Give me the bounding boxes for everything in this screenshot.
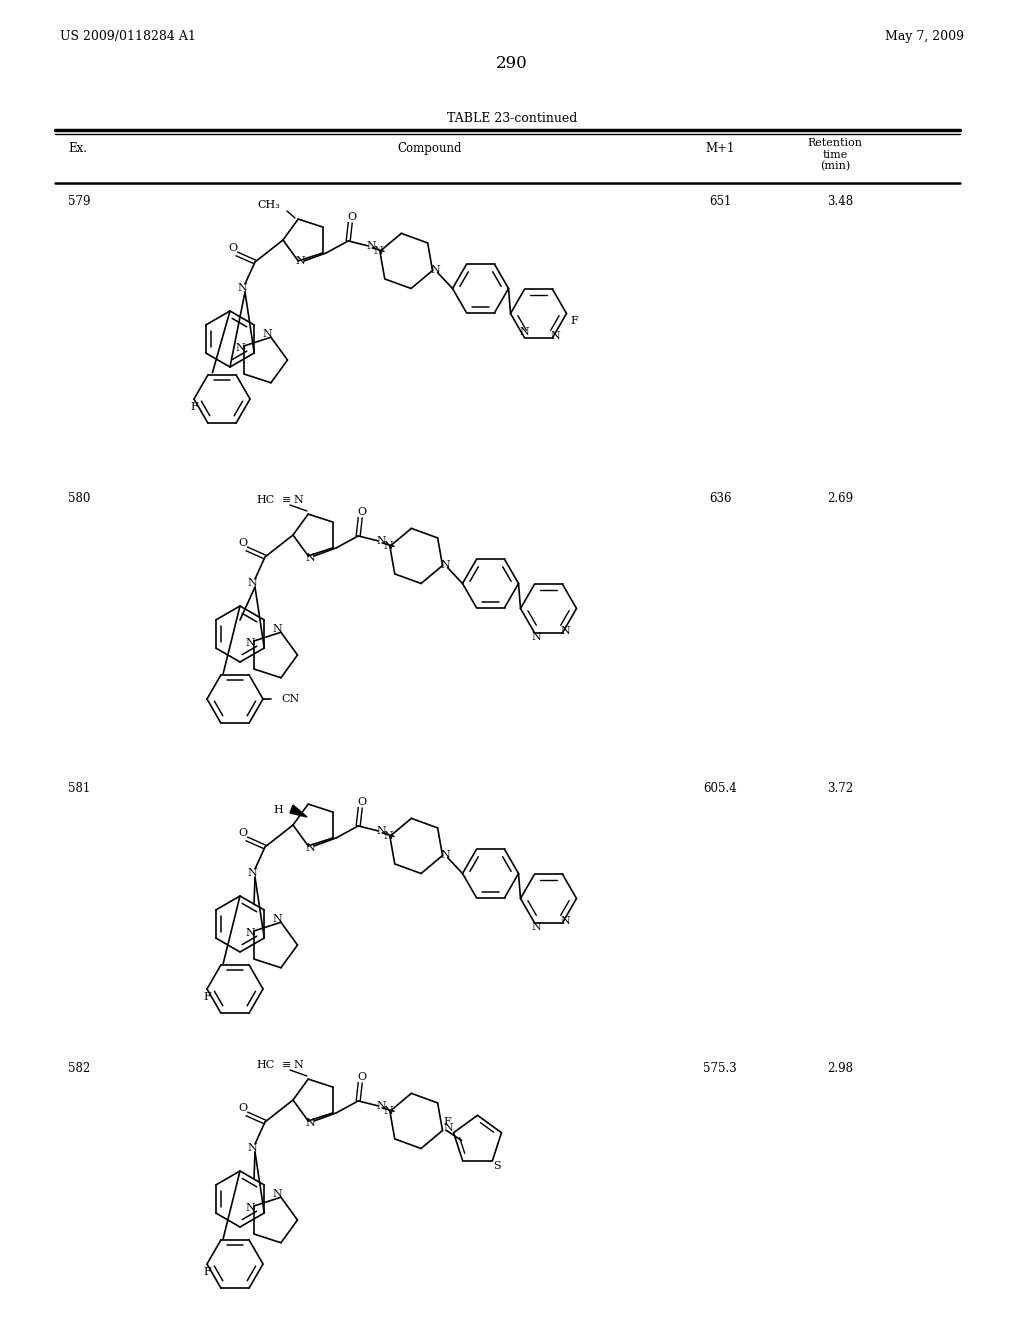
Text: 3.72: 3.72	[827, 781, 853, 795]
Text: N: N	[295, 256, 305, 265]
Text: N: N	[293, 1060, 303, 1071]
Text: 605.4: 605.4	[703, 781, 737, 795]
Text: O: O	[239, 828, 248, 838]
Text: N: N	[293, 495, 303, 506]
Text: N: N	[431, 265, 440, 276]
Text: N: N	[305, 1118, 315, 1127]
Text: HC: HC	[257, 1060, 275, 1071]
Text: 651: 651	[709, 195, 731, 209]
Text: N: N	[373, 247, 383, 256]
Text: F: F	[443, 1118, 452, 1127]
Text: N: N	[383, 1106, 393, 1117]
Text: ≡: ≡	[283, 495, 292, 506]
Text: N: N	[247, 1143, 257, 1152]
Text: N: N	[377, 536, 386, 546]
Text: S: S	[494, 1160, 501, 1171]
Text: O: O	[228, 243, 238, 253]
Text: N: N	[440, 850, 451, 861]
Text: F: F	[570, 317, 579, 326]
Text: N: N	[560, 626, 570, 636]
Text: F: F	[190, 403, 198, 412]
Text: O: O	[357, 507, 367, 517]
Text: 2.98: 2.98	[827, 1063, 853, 1074]
Text: N: N	[238, 282, 247, 293]
Text: N: N	[377, 826, 386, 836]
Text: 581: 581	[68, 781, 90, 795]
Polygon shape	[290, 805, 307, 817]
Text: N: N	[383, 541, 393, 552]
Text: N: N	[377, 1101, 386, 1111]
Text: Retention
time
(min): Retention time (min)	[808, 139, 862, 172]
Text: 2.69: 2.69	[827, 492, 853, 506]
Text: N: N	[272, 624, 282, 634]
Text: N: N	[440, 561, 451, 570]
Text: N: N	[247, 578, 257, 587]
Text: N: N	[246, 928, 255, 939]
Text: US 2009/0118284 A1: US 2009/0118284 A1	[60, 30, 196, 44]
Text: 580: 580	[68, 492, 90, 506]
Text: O: O	[357, 1072, 367, 1082]
Text: CH₃: CH₃	[257, 201, 280, 210]
Text: 3.48: 3.48	[827, 195, 853, 209]
Text: Ex.: Ex.	[68, 143, 87, 154]
Text: F: F	[203, 1267, 211, 1276]
Text: N: N	[383, 832, 393, 841]
Text: N: N	[247, 869, 257, 878]
Text: N: N	[236, 343, 245, 352]
Text: O: O	[239, 1104, 248, 1113]
Text: N: N	[443, 1123, 454, 1133]
Text: 575.3: 575.3	[703, 1063, 737, 1074]
Text: ≡: ≡	[283, 1060, 292, 1071]
Text: CN: CN	[281, 694, 299, 704]
Text: N: N	[246, 638, 255, 648]
Text: O: O	[357, 797, 367, 807]
Text: N: N	[272, 1189, 282, 1200]
Text: N: N	[305, 553, 315, 562]
Text: N: N	[519, 327, 529, 337]
Text: N: N	[531, 921, 542, 932]
Text: H: H	[273, 805, 283, 814]
Text: 290: 290	[496, 55, 528, 73]
Text: May 7, 2009: May 7, 2009	[885, 30, 964, 44]
Text: N: N	[305, 843, 315, 853]
Text: 579: 579	[68, 195, 90, 209]
Text: F: F	[203, 993, 211, 1002]
Text: N: N	[531, 632, 542, 642]
Text: Compound: Compound	[397, 143, 462, 154]
Text: O: O	[347, 213, 356, 222]
Text: TABLE 23-continued: TABLE 23-continued	[446, 112, 578, 125]
Text: 582: 582	[68, 1063, 90, 1074]
Text: O: O	[239, 539, 248, 548]
Text: N: N	[560, 916, 570, 925]
Text: N: N	[367, 242, 376, 251]
Text: HC: HC	[257, 495, 275, 506]
Text: N: N	[272, 915, 282, 924]
Text: N: N	[551, 331, 560, 341]
Text: N: N	[246, 1203, 255, 1213]
Text: N: N	[262, 329, 271, 339]
Text: M+1: M+1	[706, 143, 734, 154]
Text: 636: 636	[709, 492, 731, 506]
